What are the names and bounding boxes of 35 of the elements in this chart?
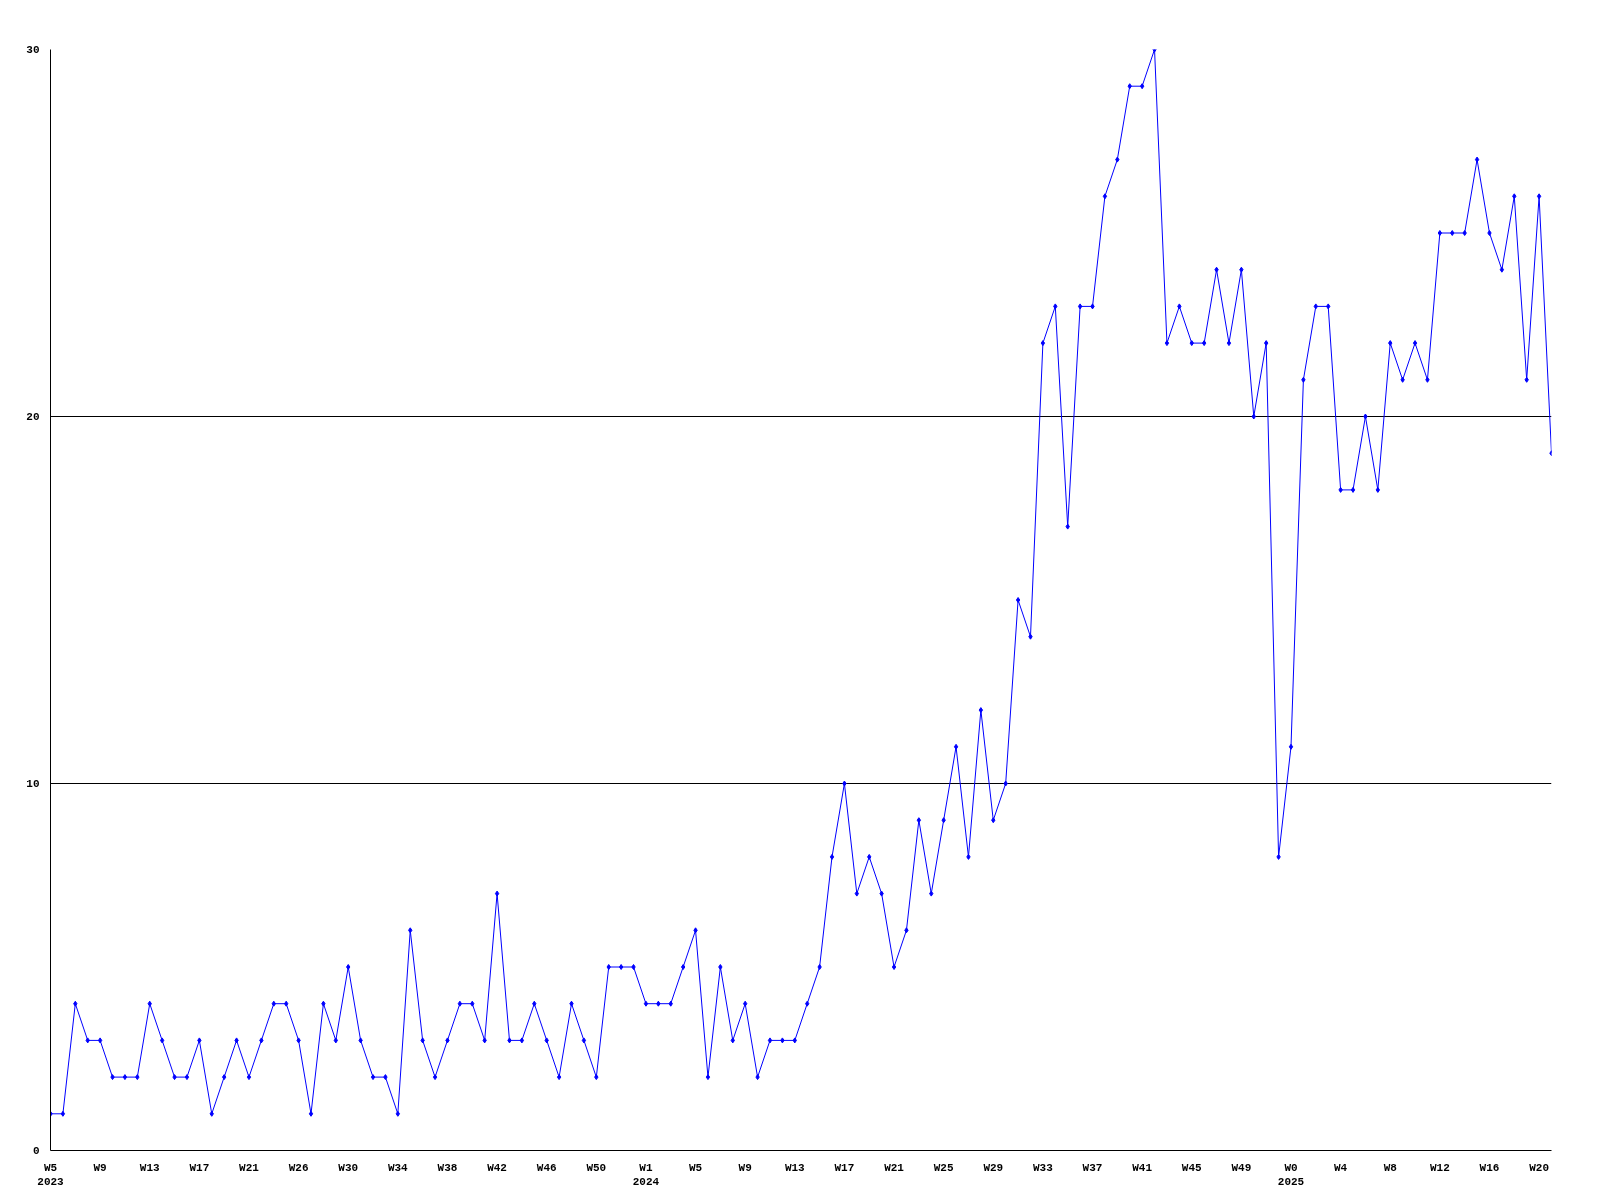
x-tick-label: W13 [139,1161,161,1174]
x-tick-label: W46 [536,1161,557,1174]
x-tick-label: W17 [834,1161,855,1174]
x-tick-label: W37 [1082,1161,1103,1174]
x-tick-label: W42 [487,1161,507,1174]
x-tick-label: W29 [983,1161,1004,1174]
x-tick-label: W26 [288,1161,309,1174]
x-tick-label: W9 [738,1161,752,1174]
x-tick-label: W16 [1479,1161,1500,1174]
x-tick-label: W21 [884,1161,905,1174]
x-tick-label: W45 [1181,1161,1203,1174]
x-tick-label: W25 [933,1161,954,1174]
x-tick-label: W0 2025 [1277,1161,1305,1188]
x-tick-label: W9 [93,1161,107,1174]
x-tick-label: W33 [1033,1161,1054,1174]
x-tick-label: W13 [784,1161,806,1174]
x-tick-label: W34 [387,1161,409,1174]
x-tick-label: W4 [1334,1161,1348,1174]
x-tick-label: W30 [338,1161,359,1174]
x-tick-label: W8 [1383,1161,1398,1174]
y-tick-label: 20 [26,411,40,423]
y-tick-label: 0 [32,1145,40,1157]
x-tick-label: W5 2023 [37,1161,65,1188]
x-tick-label: W50 [586,1161,607,1174]
x-tick-label: W20 [1529,1161,1550,1174]
x-tick-label: W49 [1231,1161,1252,1174]
y-tick-label: 30 [26,44,40,56]
x-tick-label: W1 2024 [632,1161,660,1188]
y-tick-label: 10 [26,778,40,790]
x-tick-label: W12 [1429,1161,1450,1174]
x-tick-label: W5 [688,1161,703,1174]
x-tick-label: W21 [239,1161,260,1174]
x-tick-label: W38 [437,1161,458,1174]
x-tick-label: W17 [189,1161,210,1174]
x-tick-label: W41 [1132,1161,1153,1174]
